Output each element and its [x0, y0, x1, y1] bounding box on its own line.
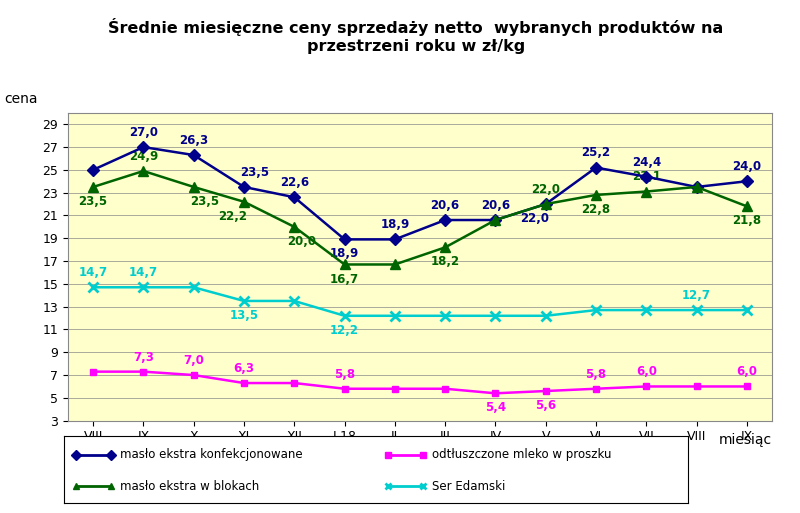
Text: odtłuszczone mleko w proszku: odtłuszczone mleko w proszku [432, 448, 612, 461]
Text: 20,6: 20,6 [481, 199, 510, 212]
Text: 18,9: 18,9 [380, 219, 410, 231]
Text: 14,7: 14,7 [129, 266, 158, 279]
Text: 6,0: 6,0 [636, 365, 657, 379]
Text: 22,0: 22,0 [520, 212, 549, 225]
Text: 5,8: 5,8 [334, 368, 355, 381]
Text: 16,7: 16,7 [330, 272, 359, 286]
Text: Średnie miesięczne ceny sprzedaży netto  wybranych produktów na
przestrzeni roku: Średnie miesięczne ceny sprzedaży netto … [108, 18, 724, 54]
Text: 23,5: 23,5 [78, 195, 108, 208]
Text: 20,6: 20,6 [430, 199, 460, 212]
Text: 23,5: 23,5 [190, 195, 219, 208]
Text: 23,5: 23,5 [241, 166, 270, 179]
Text: 6,3: 6,3 [234, 362, 254, 375]
Text: 24,0: 24,0 [732, 160, 762, 173]
Text: 22,2: 22,2 [218, 210, 247, 223]
Text: 12,2: 12,2 [330, 324, 359, 337]
Text: 24,4: 24,4 [632, 155, 661, 169]
Text: 5,6: 5,6 [535, 399, 556, 412]
Text: 12,7: 12,7 [682, 289, 711, 302]
Text: 7,3: 7,3 [133, 350, 154, 364]
Text: 5,4: 5,4 [485, 401, 506, 415]
Text: 6,0: 6,0 [736, 365, 758, 379]
Text: 5,8: 5,8 [586, 368, 606, 381]
Text: 18,9: 18,9 [330, 247, 359, 261]
Text: 22,6: 22,6 [280, 176, 309, 189]
Text: 22,0: 22,0 [531, 183, 560, 196]
Text: 25,2: 25,2 [582, 147, 610, 160]
Text: Ser Edamski: Ser Edamski [432, 480, 506, 492]
Text: masło ekstra konfekcjonowane: masło ekstra konfekcjonowane [120, 448, 302, 461]
Text: 21,8: 21,8 [732, 214, 762, 227]
Text: 7,0: 7,0 [183, 354, 204, 367]
Text: miesiąc: miesiąc [719, 433, 772, 447]
Text: masło ekstra w blokach: masło ekstra w blokach [120, 480, 259, 492]
Text: 22,8: 22,8 [582, 203, 610, 216]
Text: 26,3: 26,3 [179, 134, 208, 147]
Text: 18,2: 18,2 [430, 255, 460, 268]
Text: 13,5: 13,5 [230, 309, 258, 322]
Text: 20,0: 20,0 [286, 235, 316, 248]
Text: 27,0: 27,0 [129, 126, 158, 139]
Text: 14,7: 14,7 [78, 266, 108, 279]
Text: cena: cena [4, 92, 38, 106]
Text: 24,9: 24,9 [129, 150, 158, 163]
Text: 23,1: 23,1 [632, 170, 661, 184]
